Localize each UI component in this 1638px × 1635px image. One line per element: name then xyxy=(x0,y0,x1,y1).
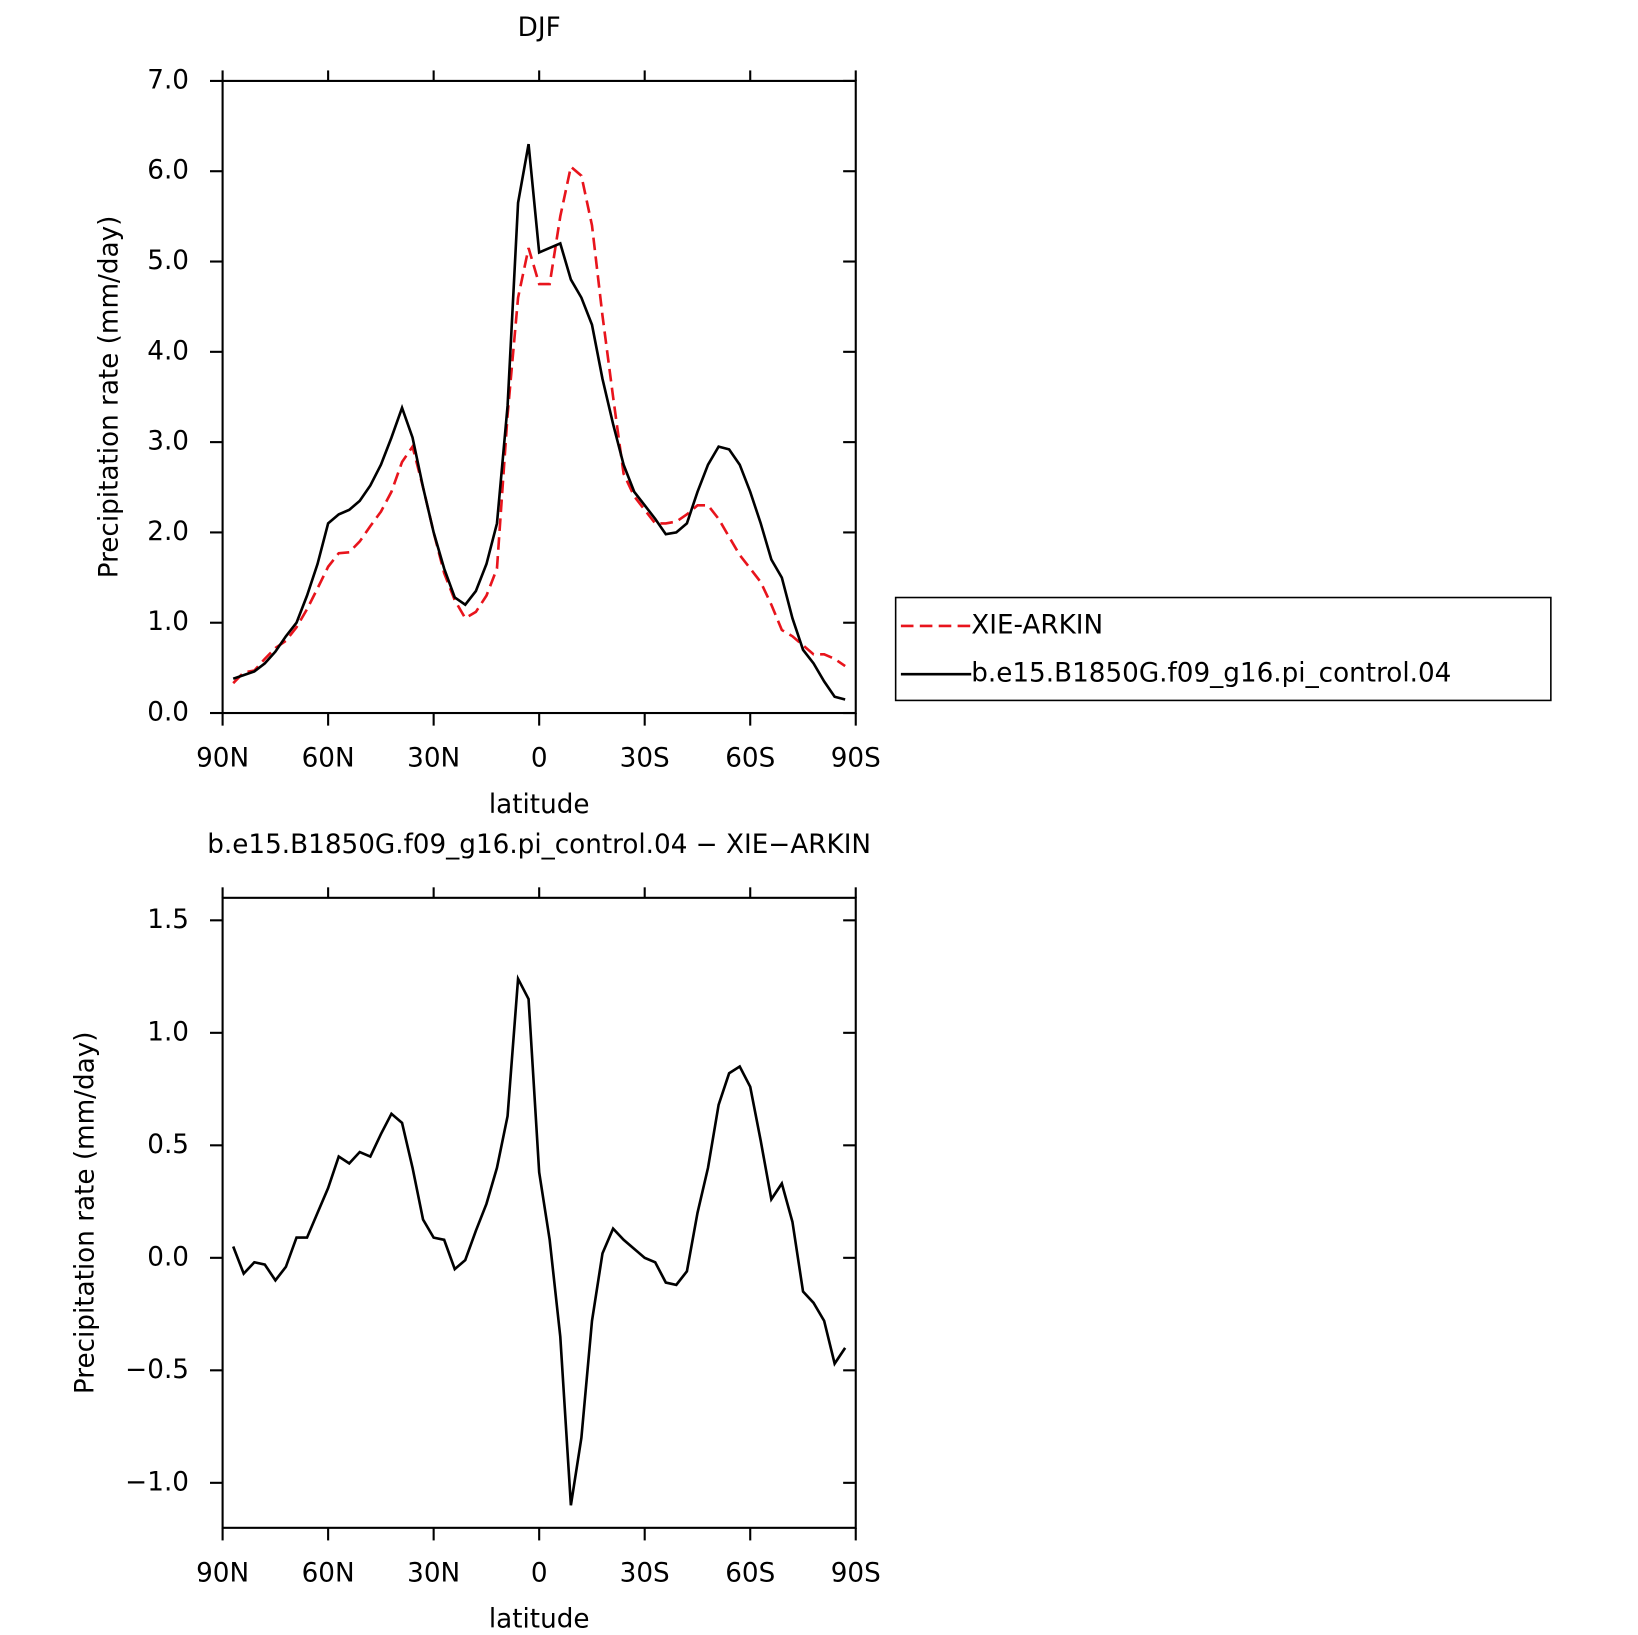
y-tick-label: 1.5 xyxy=(147,905,189,935)
x-tick-label: 30N xyxy=(407,744,460,774)
x-tick-label: 0 xyxy=(531,744,548,774)
y-tick-label: 0.0 xyxy=(147,698,189,728)
y-tick-label: 1.0 xyxy=(147,1017,189,1047)
x-tick-label: 30N xyxy=(407,1559,460,1589)
chart-title: b.e15.B1850G.f09_g16.pi_control.04 − XIE… xyxy=(207,830,871,860)
data-line xyxy=(231,974,847,1506)
x-tick-label: 30S xyxy=(620,1559,670,1589)
y-tick-label: −0.5 xyxy=(125,1355,189,1385)
y-tick-label: 6.0 xyxy=(147,156,189,186)
data-line xyxy=(232,143,846,701)
y-tick-label: 5.0 xyxy=(147,246,189,276)
x-tick-label: 90S xyxy=(831,1559,881,1589)
x-tick-label: 30S xyxy=(620,744,670,774)
y-tick-label: 7.0 xyxy=(147,65,189,95)
y-tick-label: −1.0 xyxy=(125,1467,189,1497)
x-tick-label: 90N xyxy=(196,1559,249,1589)
x-tick-label: 60N xyxy=(302,744,355,774)
chart-title: DJF xyxy=(518,13,561,43)
legend-label: XIE-ARKIN xyxy=(971,610,1103,640)
data-line xyxy=(232,164,846,685)
y-tick-label: 2.0 xyxy=(147,517,189,547)
legend-box xyxy=(894,596,1552,702)
x-tick-label: 60S xyxy=(725,744,775,774)
x-axis-label: latitude xyxy=(489,790,590,820)
y-axis-label: Precipitation rate (mm/day) xyxy=(71,1032,101,1395)
plot-frame xyxy=(221,896,857,1529)
y-tick-label: 3.0 xyxy=(147,427,189,457)
x-tick-label: 90S xyxy=(831,744,881,774)
y-tick-label: 4.0 xyxy=(147,336,189,366)
plot-frame xyxy=(221,79,857,715)
legend-label: b.e15.B1850G.f09_g16.pi_control.04 xyxy=(971,659,1451,689)
y-axis-label: Precipitation rate (mm/day) xyxy=(95,216,125,579)
x-tick-label: 60N xyxy=(302,1559,355,1589)
x-tick-label: 0 xyxy=(531,1559,548,1589)
y-tick-label: 1.0 xyxy=(147,607,189,637)
x-tick-label: 90N xyxy=(196,744,249,774)
x-tick-label: 60S xyxy=(725,1559,775,1589)
y-tick-label: 0.5 xyxy=(147,1130,189,1160)
y-tick-label: 0.0 xyxy=(147,1242,189,1272)
x-axis-label: latitude xyxy=(489,1605,590,1635)
